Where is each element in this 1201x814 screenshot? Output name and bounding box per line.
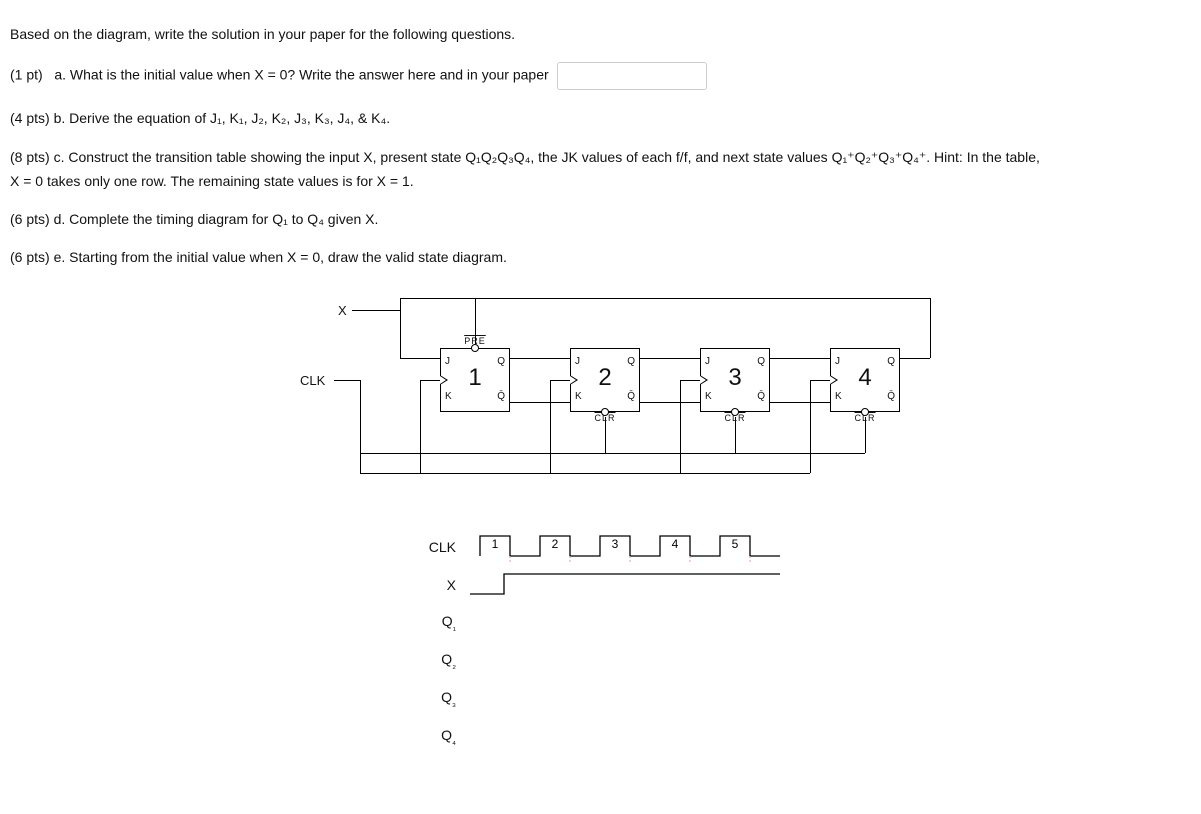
pin-k: K [835,390,842,405]
timing-label: X [410,575,470,595]
pre-bubble-icon [471,344,479,352]
ff-number: 3 [728,361,741,396]
timing-label: Q₂ [410,649,470,673]
pin-qbar: Q̄ [887,390,895,405]
flipflop-2: JKQQ̄2CLR [570,348,640,412]
x-input-label: X [338,302,347,321]
timing-row-Q: Q₁ [410,604,910,642]
timing-label: Q₄ [410,725,470,749]
question-d: (6 pts) d. Complete the timing diagram f… [10,209,1191,229]
ff-number: 4 [858,361,871,396]
svg-text:1: 1 [492,537,499,551]
clk-caret-icon [440,375,448,385]
qc-pts: (8 pts) [10,149,50,165]
qd-pts: (6 pts) [10,211,50,227]
question-a: (1 pt) a. What is the initial value when… [10,62,1191,90]
qe-pts: (6 pts) [10,249,50,265]
timing-row-X: X [410,566,910,604]
clk-caret-icon [700,375,708,385]
clr-bubble-icon [861,408,869,416]
clr-bubble-icon [731,408,739,416]
qb-pts: (4 pts) [10,110,50,126]
timing-row-Q: Q₄ [410,718,910,756]
pin-q: Q [497,355,505,370]
svg-text:5: 5 [732,537,739,551]
circuit-diagram: XCLKJKQQ̄1PREJKQQ̄2CLRJKQQ̄3CLRJKQQ̄4CLR [300,298,940,498]
qa-text: a. What is the initial value when X = 0?… [54,67,548,83]
svg-text:3: 3 [612,537,619,551]
pin-k: K [575,390,582,405]
pin-qbar: Q̄ [497,390,505,405]
pin-qbar: Q̄ [757,390,765,405]
qe-text: e. Starting from the initial value when … [54,249,507,265]
qa-answer-input[interactable] [557,62,707,90]
timing-label: Q₃ [410,687,470,711]
flipflop-1: JKQQ̄1PRE [440,348,510,412]
qa-pts: (1 pt) [10,67,43,83]
svg-text:4: 4 [672,537,679,551]
question-c-line2: X = 0 takes only one row. The remaining … [10,171,1191,191]
qd-text: d. Complete the timing diagram for Q₁ to… [54,211,379,227]
clk-caret-icon [570,375,578,385]
pin-j: J [835,355,840,370]
timing-diagram: CLK 1 2 3 4 5 X Q₁ Q₂ Q₃ Q₄ [410,528,910,756]
timing-row-Q: Q₃ [410,680,910,718]
svg-text:2: 2 [552,537,559,551]
timing-label: Q₁ [410,611,470,635]
question-text-block: Based on the diagram, write the solution… [10,24,1191,268]
clk-caret-icon [830,375,838,385]
question-c-line1: (8 pts) c. Construct the transition tabl… [10,147,1191,167]
intro-text: Based on the diagram, write the solution… [10,24,1191,44]
question-e: (6 pts) e. Starting from the initial val… [10,247,1191,267]
pin-q: Q [627,355,635,370]
pin-q: Q [887,355,895,370]
timing-row-CLK: CLK 1 2 3 4 5 [410,528,910,566]
ff-number: 2 [598,361,611,396]
pin-j: J [575,355,580,370]
flipflop-3: JKQQ̄3CLR [700,348,770,412]
timing-label: CLK [410,537,470,557]
qc-text-pre: c. Construct the transition table showin… [54,149,1040,165]
timing-row-Q: Q₂ [410,642,910,680]
pin-j: J [445,355,450,370]
pin-k: K [705,390,712,405]
clk-input-label: CLK [300,372,325,391]
pin-q: Q [757,355,765,370]
pin-qbar: Q̄ [627,390,635,405]
flipflop-4: JKQQ̄4CLR [830,348,900,412]
qb-text: b. Derive the equation of J₁, K₁, J₂, K₂… [54,110,391,126]
pin-k: K [445,390,452,405]
ff-number: 1 [468,361,481,396]
clr-bubble-icon [601,408,609,416]
question-b: (4 pts) b. Derive the equation of J₁, K₁… [10,108,1191,128]
pin-j: J [705,355,710,370]
